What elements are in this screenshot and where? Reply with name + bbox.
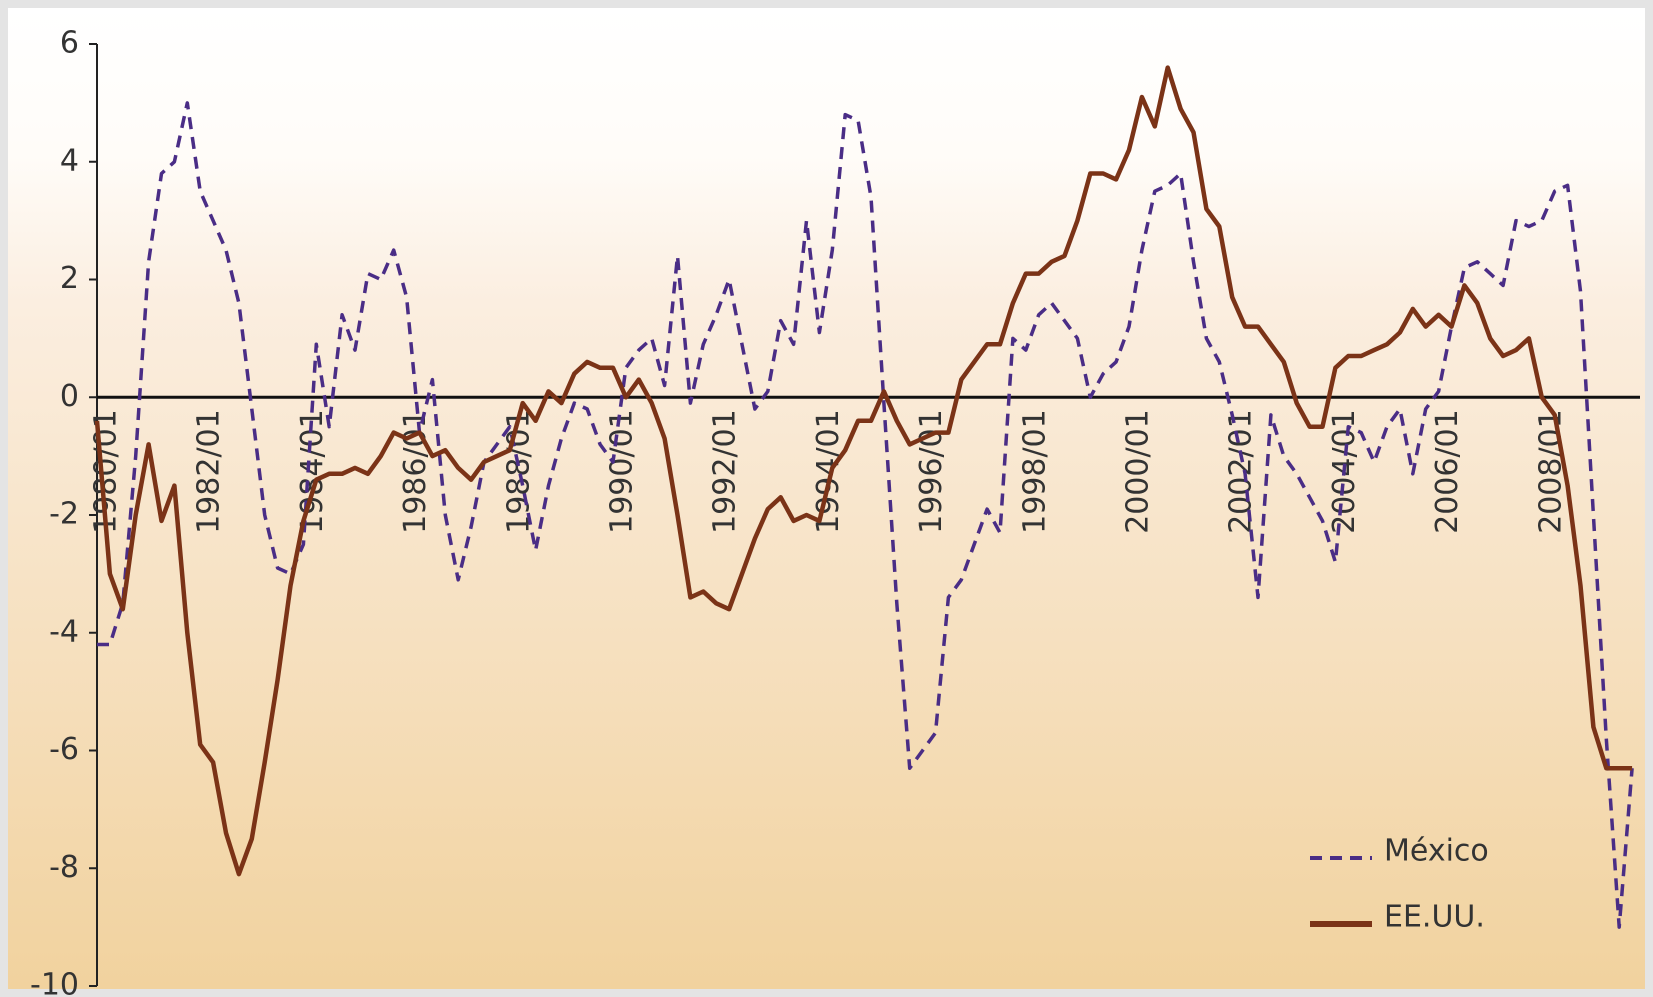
x-tick-label: 1992/01 xyxy=(708,409,743,534)
y-tick-label: 0 xyxy=(60,379,79,414)
x-tick-label: 1982/01 xyxy=(192,409,227,534)
x-tick-label: 2002/01 xyxy=(1224,409,1259,534)
y-tick-label: -8 xyxy=(49,850,79,885)
legend-label: EE.UU. xyxy=(1384,900,1485,935)
x-tick-label: 1994/01 xyxy=(811,409,846,534)
y-tick-label: -4 xyxy=(49,614,79,649)
y-tick-label: -2 xyxy=(49,497,79,532)
y-tick-label: 6 xyxy=(60,26,79,61)
x-tick-label: 1986/01 xyxy=(398,409,433,534)
x-tick-label: 2006/01 xyxy=(1430,409,1465,534)
series-line xyxy=(97,101,1634,929)
legend-label: México xyxy=(1384,834,1489,869)
x-tick-label: 2008/01 xyxy=(1533,409,1568,534)
x-tick-label: 1990/01 xyxy=(605,409,640,534)
y-tick-label: -10 xyxy=(30,968,79,997)
x-tick-label: 1998/01 xyxy=(1017,409,1052,534)
y-tick-label: 4 xyxy=(60,143,79,178)
y-tick-label: 2 xyxy=(60,261,79,296)
x-tick-label: 2000/01 xyxy=(1121,409,1156,534)
y-tick-label: -6 xyxy=(49,732,79,767)
x-tick-label: 1996/01 xyxy=(914,409,949,534)
series-line xyxy=(94,65,1633,877)
x-tick-label: 1988/01 xyxy=(501,409,536,534)
